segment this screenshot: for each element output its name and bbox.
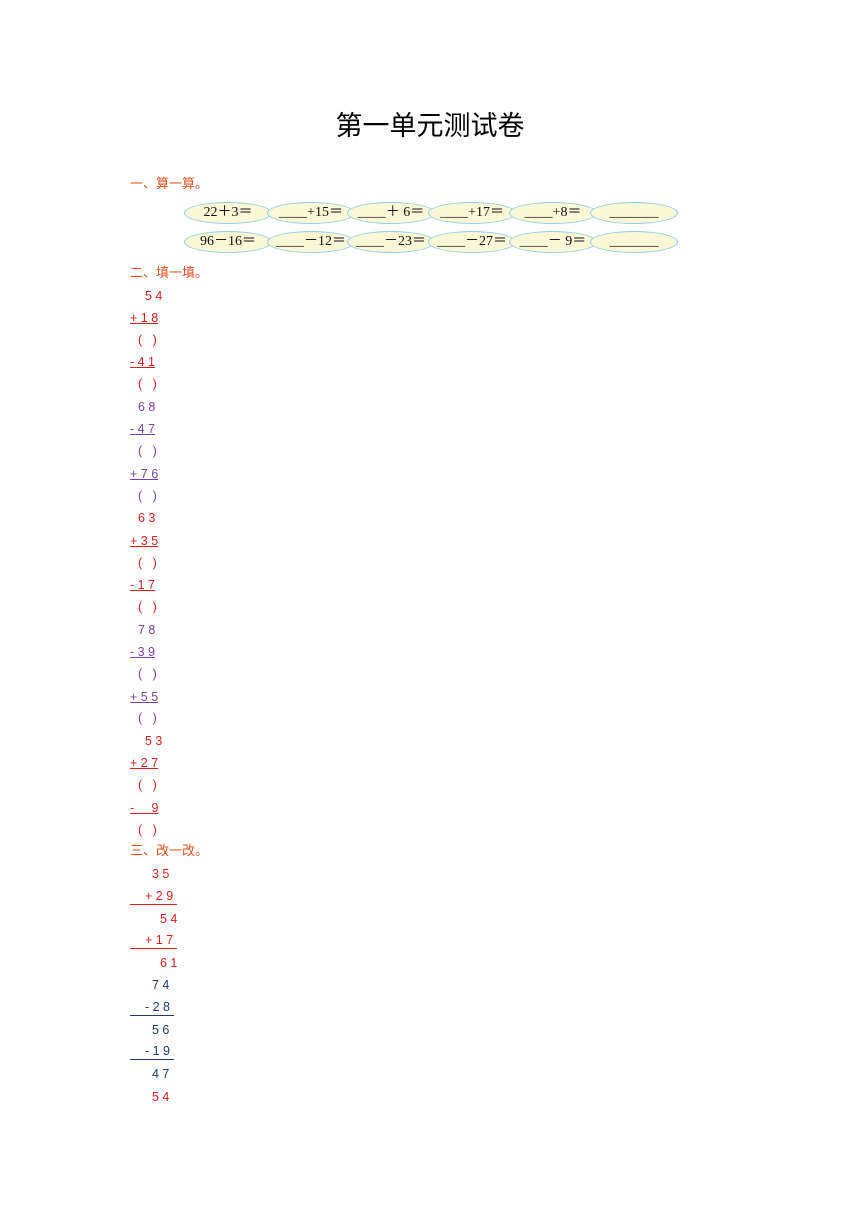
math-line: ( ) [138, 444, 157, 458]
math-line: - 3 9 [130, 645, 156, 659]
oval-equation: _______ [590, 202, 678, 224]
math-line: + 2 9 [130, 888, 178, 905]
math-line: 6 8 [138, 400, 156, 414]
math-line: 6 1 [160, 956, 178, 970]
math-line: + 1 7 [130, 932, 178, 949]
math-line: 5 6 [152, 1023, 170, 1037]
section-heading: 二、填一填。 [130, 266, 209, 281]
math-line: - 1 7 [130, 578, 156, 592]
oval-equation: ____+15＝ [267, 202, 355, 224]
math-line: 4 7 [152, 1067, 170, 1081]
oval-equation: ____+8＝ [509, 202, 597, 224]
math-line: - 4 7 [130, 422, 156, 436]
math-line: ( ) [138, 823, 157, 837]
oval-equation: ____+17＝ [428, 202, 516, 224]
math-line: - 1 9 [130, 1043, 175, 1060]
math-line: ( ) [138, 556, 157, 570]
math-line: 5 4 [152, 1090, 170, 1104]
math-line: - 2 8 [130, 999, 175, 1016]
math-line: ( ) [138, 377, 157, 391]
math-line: + 5 5 [130, 690, 159, 704]
section-heading: 三、改一改。 [130, 844, 209, 859]
math-line: ( ) [138, 667, 157, 681]
math-line: ( ) [138, 333, 157, 347]
oval-equation: 22＋3＝ [184, 202, 272, 224]
oval-equation: ____－23＝ [347, 231, 435, 253]
math-line: 7 8 [138, 623, 156, 637]
math-line: ( ) [138, 711, 157, 725]
title: 第一单元测试卷 [335, 111, 525, 142]
math-line: + 7 6 [130, 467, 159, 481]
oval-equation: ____－ 9＝ [509, 231, 597, 253]
math-line: 6 3 [138, 511, 156, 525]
oval-equation: ____－12＝ [267, 231, 355, 253]
math-line: 7 4 [152, 978, 170, 992]
math-line: 5 4 [160, 912, 178, 926]
math-line: + 3 5 [130, 534, 159, 548]
math-line: 3 5 [152, 867, 170, 881]
math-line: ( ) [138, 489, 157, 503]
math-line: + 1 8 [130, 311, 159, 325]
oval-equation: 96－16＝ [184, 231, 272, 253]
math-line: ( ) [138, 600, 157, 614]
oval-equation: _______ [590, 231, 678, 253]
math-line: ( ) [138, 778, 157, 792]
math-line: + 2 7 [130, 756, 159, 770]
math-line: - 9 [130, 801, 159, 815]
math-line: 5 3 [145, 734, 163, 748]
section-heading: 一、算一算。 [130, 177, 209, 192]
math-line: 5 4 [145, 289, 163, 303]
oval-equation: ____＋ 6＝ [347, 202, 435, 224]
oval-equation: ____－27＝ [428, 231, 516, 253]
math-line: - 4 1 [130, 355, 156, 369]
